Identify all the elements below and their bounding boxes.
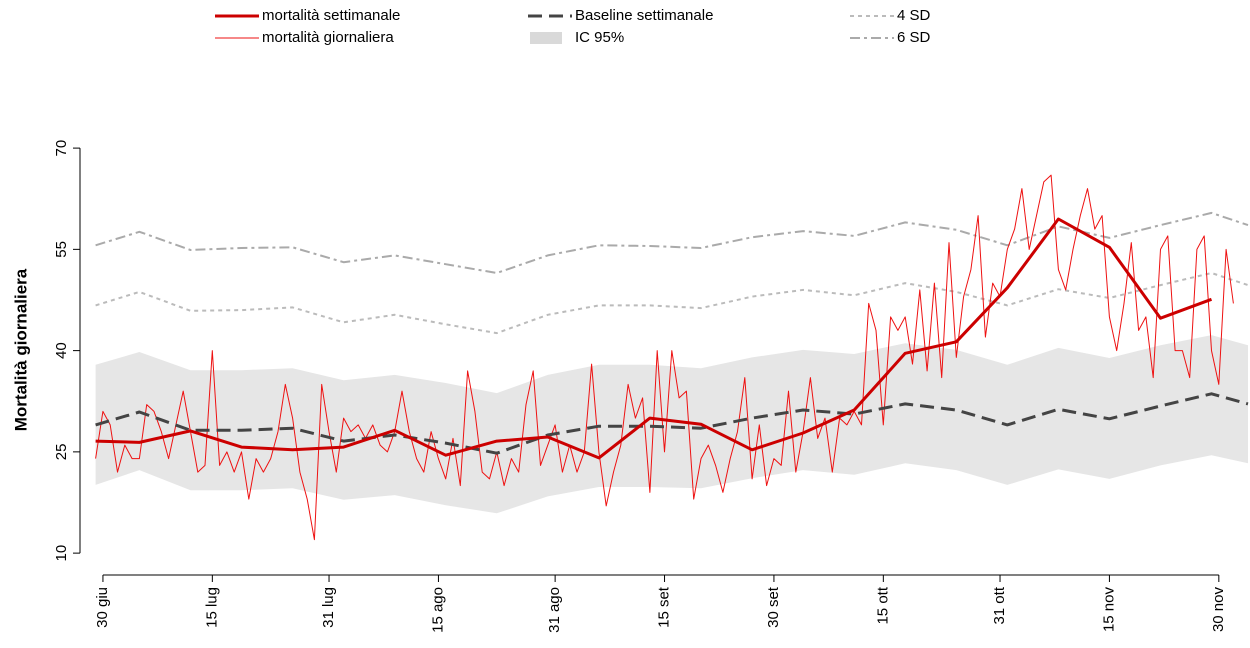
series-line bbox=[95, 392, 1249, 455]
x-tick-label: 15 ott bbox=[874, 586, 891, 624]
y-axis-label: Mortalità giornaliera bbox=[11, 268, 30, 431]
x-tick-label: 15 nov bbox=[1100, 587, 1117, 633]
x-tick-label: 15 ago bbox=[429, 587, 446, 633]
confidence-band bbox=[95, 335, 1249, 514]
legend-label: mortalità giornaliera bbox=[262, 29, 394, 46]
series-line bbox=[95, 272, 1249, 335]
series-line bbox=[95, 211, 1249, 274]
x-tick-label: 31 ott bbox=[991, 586, 1008, 624]
legend-label: 6 SD bbox=[897, 29, 931, 46]
y-tick-label: 40 bbox=[53, 342, 70, 359]
legend-label: IC 95% bbox=[575, 29, 624, 46]
legend-swatch bbox=[530, 32, 562, 44]
y-tick-label: 25 bbox=[53, 444, 70, 461]
y-tick-label: 70 bbox=[53, 140, 70, 157]
y-tick-label: 55 bbox=[53, 241, 70, 258]
x-tick-label: 30 nov bbox=[1210, 587, 1227, 633]
legend-label: 4 SD bbox=[897, 7, 931, 24]
y-tick-label: 10 bbox=[53, 545, 70, 562]
x-tick-label: 30 set bbox=[765, 586, 782, 628]
x-tick-label: 31 ago bbox=[546, 587, 563, 633]
x-tick-label: 15 set bbox=[655, 586, 672, 628]
legend-label: Baseline settimanale bbox=[575, 7, 713, 24]
series-line bbox=[95, 174, 1234, 541]
x-tick-label: 15 lug bbox=[203, 587, 220, 628]
x-tick-label: 30 giu bbox=[94, 587, 111, 628]
legend-label: mortalità settimanale bbox=[262, 7, 400, 24]
series-line bbox=[95, 217, 1213, 460]
x-tick-label: 31 lug bbox=[320, 587, 337, 628]
